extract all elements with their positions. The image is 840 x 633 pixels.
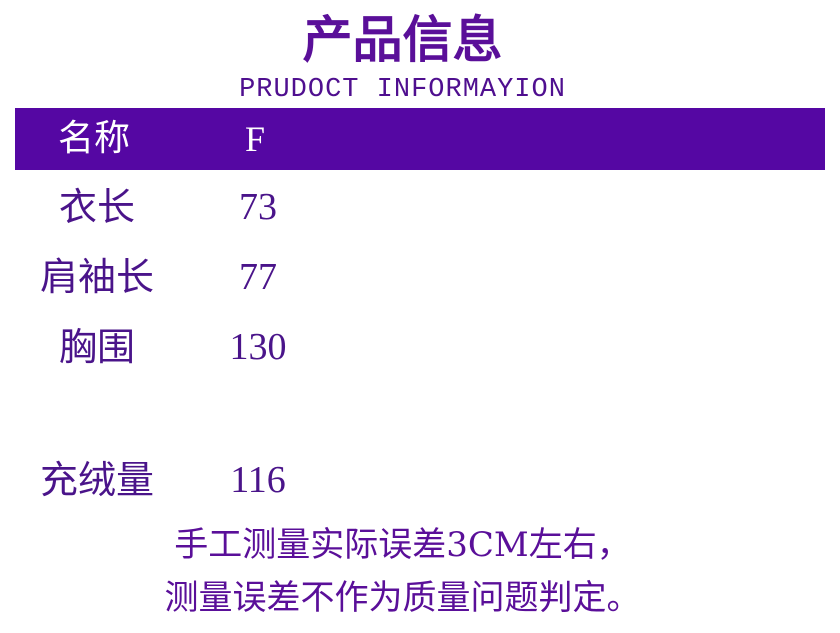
measurement-note: 手工测量实际误差3CM左右，	[174, 525, 631, 565]
header-size-label: F	[245, 119, 266, 159]
row-value: 130	[229, 326, 287, 368]
measurement-note: 测量误差不作为质量问题判定。	[164, 578, 641, 618]
row-value: 73	[239, 186, 277, 228]
table-header-bar	[15, 108, 825, 170]
row-label: 衣长	[58, 185, 135, 229]
page-subtitle: PRUDOCT INFORMAYION	[239, 75, 566, 105]
row-label: 肩袖长	[39, 255, 154, 299]
page-title: 产品信息	[302, 10, 503, 69]
row-value: 77	[239, 256, 277, 298]
header-name-label: 名称	[58, 118, 131, 159]
row-value: 116	[230, 459, 286, 501]
row-label: 充绒量	[39, 458, 154, 502]
row-label: 胸围	[58, 325, 135, 369]
